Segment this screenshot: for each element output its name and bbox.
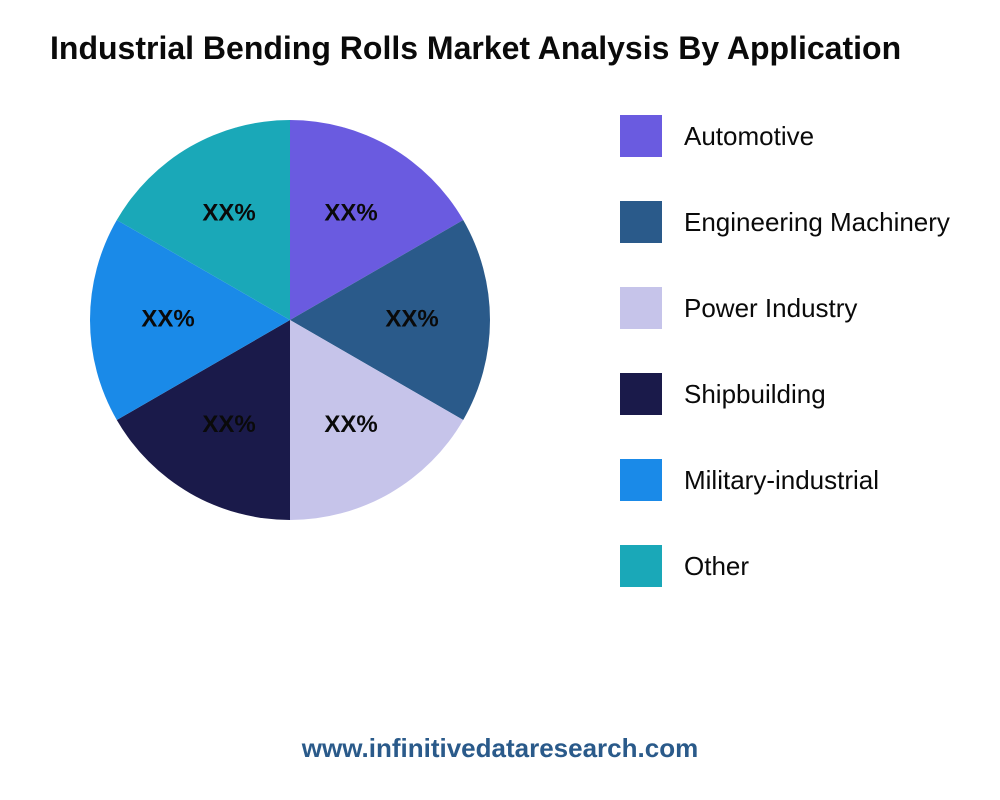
slice-label: XX% (324, 200, 377, 227)
slice-label: XX% (202, 411, 255, 438)
legend-swatch (620, 459, 662, 501)
legend: Automotive Engineering Machinery Power Ind… (620, 115, 950, 587)
legend-item: Other (620, 545, 950, 587)
legend-label: Engineering Machinery (684, 207, 950, 238)
legend-label: Automotive (684, 121, 814, 152)
legend-label: Power Industry (684, 293, 857, 324)
slice-label: XX% (141, 305, 194, 332)
legend-swatch (620, 201, 662, 243)
chart-title: Industrial Bending Rolls Market Analysis… (50, 30, 901, 67)
legend-item: Power Industry (620, 287, 950, 329)
slice-label: XX% (385, 305, 438, 332)
legend-item: Shipbuilding (620, 373, 950, 415)
legend-item: Engineering Machinery (620, 201, 950, 243)
slice-label: XX% (202, 200, 255, 227)
legend-item: Automotive (620, 115, 950, 157)
legend-swatch (620, 115, 662, 157)
legend-label: Military-industrial (684, 465, 879, 496)
footer-url: www.infinitivedataresearch.com (302, 733, 698, 764)
pie-svg: XX% XX% XX% XX% XX% XX% (80, 110, 500, 530)
slice-label: XX% (324, 411, 377, 438)
pie-chart: XX% XX% XX% XX% XX% XX% (80, 110, 500, 530)
legend-swatch (620, 373, 662, 415)
legend-label: Shipbuilding (684, 379, 826, 410)
legend-swatch (620, 287, 662, 329)
legend-swatch (620, 545, 662, 587)
legend-label: Other (684, 551, 749, 582)
legend-item: Military-industrial (620, 459, 950, 501)
